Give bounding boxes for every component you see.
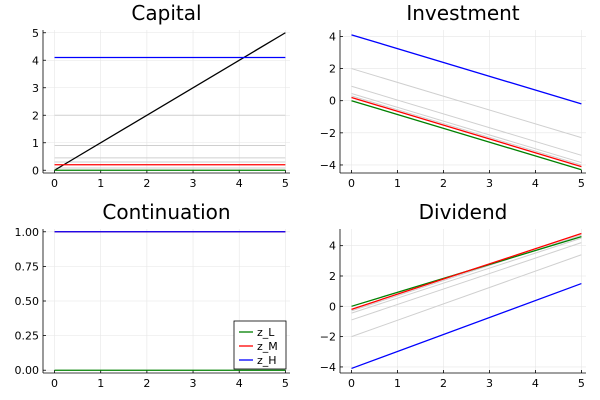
y-tick-label: 0.00 xyxy=(15,364,40,377)
y-tick-label: 2 xyxy=(32,109,39,122)
x-tick-label: 0 xyxy=(51,177,58,190)
legend-label: z_M xyxy=(257,340,278,353)
series-line-2 xyxy=(351,92,582,164)
x-tick-label: 1 xyxy=(394,377,401,390)
y-tick-label: 0.50 xyxy=(15,295,40,308)
y-tick-label: 1 xyxy=(32,137,39,150)
x-tick-label: 2 xyxy=(143,377,150,390)
series-line-1 xyxy=(351,85,582,156)
series-line-5 xyxy=(351,96,582,168)
legend-label: z_H xyxy=(257,354,277,367)
y-tick-label: 4 xyxy=(329,30,336,43)
series-line-0 xyxy=(351,68,582,139)
x-tick-label: 1 xyxy=(97,177,104,190)
x-tick-label: 2 xyxy=(440,377,447,390)
chart-title: Continuation xyxy=(102,200,230,224)
series-line-4 xyxy=(351,100,582,171)
chart-panel-1: Investment 0 1 2 3 4 5 −4 −2 0 2 4 xyxy=(320,1,586,190)
series-line-6 xyxy=(351,34,582,105)
x-tick-label: 4 xyxy=(532,177,539,190)
y-tick-label: 1.00 xyxy=(15,226,40,239)
chart-title: Investment xyxy=(406,1,519,25)
chart-title: Dividend xyxy=(419,200,508,224)
x-tick-label: 0 xyxy=(51,377,58,390)
series-line-2 xyxy=(351,237,582,314)
y-tick-label: −4 xyxy=(320,159,336,172)
x-tick-label: 4 xyxy=(236,177,243,190)
chart-title: Capital xyxy=(131,1,201,25)
y-tick-label: −2 xyxy=(320,127,336,140)
x-tick-label: 3 xyxy=(190,377,197,390)
y-tick-label: 0 xyxy=(32,164,39,177)
x-tick-label: 5 xyxy=(282,177,289,190)
x-tick-label: 1 xyxy=(394,177,401,190)
x-tick-label: 4 xyxy=(236,377,243,390)
legend: z_Lz_Mz_H xyxy=(233,320,287,370)
x-tick-label: 2 xyxy=(440,177,447,190)
legend-label: z_L xyxy=(257,326,275,339)
series-line-3 xyxy=(351,95,582,166)
x-tick-label: 3 xyxy=(190,177,197,190)
series-line-5 xyxy=(54,32,286,171)
x-tick-label: 0 xyxy=(348,377,355,390)
series-line-1 xyxy=(351,242,582,321)
chart-panel-2: Continuation 0 1 2 3 4 5 0.00 0.25 0.50 0.75 1.00 z_… xyxy=(15,200,290,390)
y-tick-label: 2 xyxy=(329,270,336,283)
y-tick-label: 2 xyxy=(329,63,336,76)
x-tick-label: 0 xyxy=(348,177,355,190)
chart-panel-3: Dividend 0 1 2 3 4 5 −4 −2 0 2 4 xyxy=(320,200,586,390)
series-line-5 xyxy=(351,232,582,310)
x-tick-label: 4 xyxy=(532,377,539,390)
x-tick-label: 5 xyxy=(578,377,585,390)
x-tick-label: 3 xyxy=(486,177,493,190)
y-tick-label: 0.75 xyxy=(15,260,40,273)
y-tick-label: 4 xyxy=(329,240,336,253)
x-tick-label: 5 xyxy=(282,377,289,390)
y-tick-label: 0 xyxy=(329,95,336,108)
y-tick-label: 0 xyxy=(329,300,336,313)
x-tick-label: 5 xyxy=(578,177,585,190)
y-tick-label: 3 xyxy=(32,82,39,95)
series-line-6 xyxy=(351,282,582,370)
y-tick-label: −4 xyxy=(320,361,336,374)
chart-panel-0: Capital 0 1 2 3 4 5 0 1 2 3 4 5 xyxy=(32,1,290,190)
y-tick-label: −2 xyxy=(320,331,336,344)
y-tick-label: 4 xyxy=(32,54,39,67)
y-tick-label: 0.25 xyxy=(15,330,40,343)
x-tick-label: 2 xyxy=(143,177,150,190)
x-tick-label: 3 xyxy=(486,377,493,390)
y-tick-label: 5 xyxy=(32,27,39,40)
series-line-0 xyxy=(351,254,582,338)
legend-box xyxy=(233,320,287,370)
x-tick-label: 1 xyxy=(97,377,104,390)
